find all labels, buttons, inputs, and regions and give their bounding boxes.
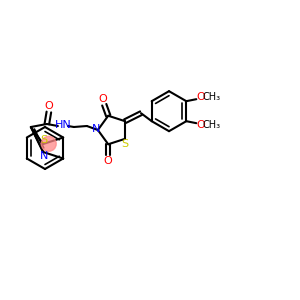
Text: O: O	[104, 156, 112, 166]
Text: CH₃: CH₃	[202, 120, 220, 130]
Text: O: O	[196, 120, 205, 130]
Text: N: N	[92, 124, 100, 134]
Text: O: O	[44, 101, 53, 111]
Text: O: O	[196, 92, 205, 102]
Text: S: S	[41, 135, 48, 145]
Circle shape	[41, 136, 56, 151]
Text: CH₃: CH₃	[202, 92, 220, 102]
Text: N: N	[40, 151, 48, 161]
Text: S: S	[122, 139, 129, 149]
Text: HN: HN	[55, 120, 71, 130]
Text: O: O	[99, 94, 108, 104]
